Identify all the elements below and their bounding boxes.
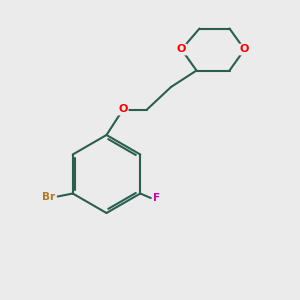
Text: O: O	[118, 104, 128, 115]
Text: O: O	[240, 44, 249, 55]
Text: Br: Br	[42, 191, 55, 202]
Text: F: F	[153, 193, 160, 203]
Text: O: O	[177, 44, 186, 55]
